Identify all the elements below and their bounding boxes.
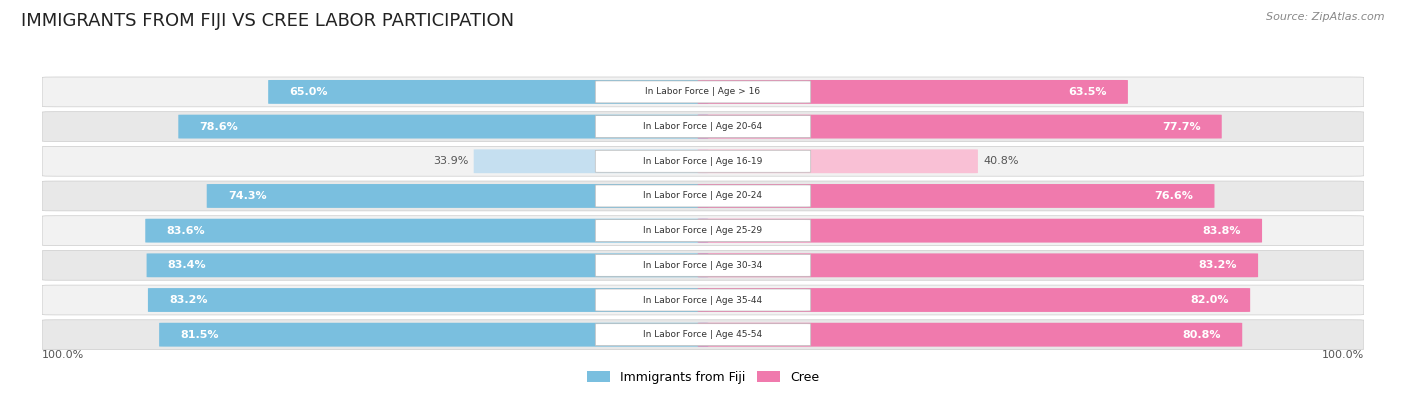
Text: In Labor Force | Age 20-64: In Labor Force | Age 20-64 [644, 122, 762, 131]
FancyBboxPatch shape [595, 185, 811, 207]
FancyBboxPatch shape [42, 250, 1364, 280]
FancyBboxPatch shape [42, 147, 1364, 176]
Text: In Labor Force | Age 45-54: In Labor Force | Age 45-54 [644, 330, 762, 339]
FancyBboxPatch shape [697, 219, 1263, 243]
Text: 82.0%: 82.0% [1191, 295, 1229, 305]
Text: IMMIGRANTS FROM FIJI VS CREE LABOR PARTICIPATION: IMMIGRANTS FROM FIJI VS CREE LABOR PARTI… [21, 12, 515, 30]
FancyBboxPatch shape [42, 285, 1364, 315]
FancyBboxPatch shape [595, 254, 811, 276]
Text: 81.5%: 81.5% [180, 330, 219, 340]
Text: In Labor Force | Age > 16: In Labor Force | Age > 16 [645, 87, 761, 96]
Text: 33.9%: 33.9% [433, 156, 468, 166]
FancyBboxPatch shape [595, 116, 811, 137]
FancyBboxPatch shape [595, 150, 811, 172]
Text: 63.5%: 63.5% [1069, 87, 1107, 97]
FancyBboxPatch shape [207, 184, 709, 208]
FancyBboxPatch shape [697, 80, 1128, 104]
FancyBboxPatch shape [179, 115, 709, 139]
FancyBboxPatch shape [42, 112, 1364, 141]
Text: In Labor Force | Age 35-44: In Labor Force | Age 35-44 [644, 295, 762, 305]
Text: 83.6%: 83.6% [166, 226, 205, 236]
FancyBboxPatch shape [697, 149, 979, 173]
FancyBboxPatch shape [269, 80, 709, 104]
Text: 83.2%: 83.2% [169, 295, 208, 305]
FancyBboxPatch shape [697, 288, 1250, 312]
Text: 77.7%: 77.7% [1161, 122, 1201, 132]
FancyBboxPatch shape [42, 320, 1364, 350]
FancyBboxPatch shape [148, 288, 709, 312]
Text: 83.4%: 83.4% [167, 260, 207, 270]
FancyBboxPatch shape [595, 81, 811, 103]
Text: 76.6%: 76.6% [1154, 191, 1194, 201]
FancyBboxPatch shape [159, 323, 709, 347]
FancyBboxPatch shape [42, 216, 1364, 246]
Text: 65.0%: 65.0% [290, 87, 328, 97]
Text: In Labor Force | Age 30-34: In Labor Force | Age 30-34 [644, 261, 762, 270]
FancyBboxPatch shape [145, 219, 709, 243]
Text: 100.0%: 100.0% [1322, 350, 1364, 360]
FancyBboxPatch shape [474, 149, 709, 173]
Text: 80.8%: 80.8% [1182, 330, 1220, 340]
Text: 40.8%: 40.8% [983, 156, 1019, 166]
Legend: Immigrants from Fiji, Cree: Immigrants from Fiji, Cree [582, 366, 824, 389]
FancyBboxPatch shape [697, 323, 1243, 347]
Text: In Labor Force | Age 25-29: In Labor Force | Age 25-29 [644, 226, 762, 235]
FancyBboxPatch shape [42, 181, 1364, 211]
FancyBboxPatch shape [595, 289, 811, 311]
FancyBboxPatch shape [697, 184, 1215, 208]
Text: 83.8%: 83.8% [1202, 226, 1241, 236]
FancyBboxPatch shape [595, 324, 811, 346]
FancyBboxPatch shape [697, 115, 1222, 139]
FancyBboxPatch shape [697, 254, 1258, 277]
Text: 83.2%: 83.2% [1198, 260, 1237, 270]
Text: Source: ZipAtlas.com: Source: ZipAtlas.com [1267, 12, 1385, 22]
Text: 100.0%: 100.0% [42, 350, 84, 360]
Text: In Labor Force | Age 16-19: In Labor Force | Age 16-19 [644, 157, 762, 166]
FancyBboxPatch shape [42, 77, 1364, 107]
Text: 74.3%: 74.3% [228, 191, 267, 201]
Text: In Labor Force | Age 20-24: In Labor Force | Age 20-24 [644, 192, 762, 200]
FancyBboxPatch shape [146, 254, 709, 277]
FancyBboxPatch shape [595, 220, 811, 242]
Text: 78.6%: 78.6% [200, 122, 238, 132]
